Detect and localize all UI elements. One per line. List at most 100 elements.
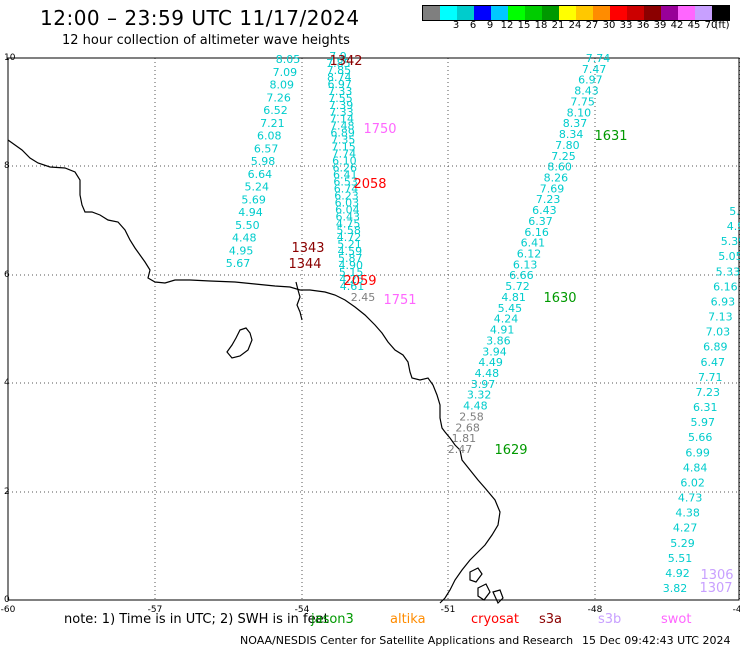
wave-height-value: 4.9 <box>727 220 740 233</box>
wave-height-value: 6.57 <box>254 142 279 155</box>
wave-height-value: 1.81 <box>452 432 477 445</box>
colorbar-label: 42 <box>670 20 684 31</box>
wave-height-value: 3.32 <box>467 389 492 402</box>
altimeter-tracks: 8.057.098.097.266.527.216.086.575.986.64… <box>226 50 740 595</box>
coastline <box>7 139 504 605</box>
wave-height-value: 4.81 <box>501 291 526 304</box>
colorbar-label: 9 <box>486 20 494 31</box>
wave-height-value: 8.05 <box>276 53 301 66</box>
wave-height-value: 6.64 <box>248 168 273 181</box>
axis-tick-labels: -60 -57 -54 -51 -48 -45 0 2 4 6 8 10 <box>1 53 740 615</box>
wave-height-value: 4.27 <box>673 522 698 535</box>
wave-height-value: 5.97 <box>690 416 715 429</box>
wave-height-value: 6.13 <box>513 258 538 271</box>
wave-height-value: 7.74 <box>586 52 611 65</box>
lat-tick-label: 6 <box>4 270 10 280</box>
wave-height-value: 6.74 <box>334 182 359 195</box>
colorbar-swatch <box>593 6 610 20</box>
wave-height-value: 7.69 <box>540 182 565 195</box>
colorbar-label: 36 <box>636 20 650 31</box>
wave-height-value: 5.69 <box>241 193 266 206</box>
wave-height-value: 4.61 <box>340 280 365 293</box>
wave-height-value: 5.72 <box>505 280 530 293</box>
colorbar-label: 33 <box>619 20 633 31</box>
wave-height-value: 6.97 <box>578 74 603 87</box>
colorbar-swatch <box>440 6 457 20</box>
wave-height-value: 5.67 <box>226 257 251 270</box>
wave-height-value: 6.26 <box>333 162 358 175</box>
wave-height-value: 8.26 <box>544 171 569 184</box>
lon-tick-label: -48 <box>588 605 603 615</box>
wave-height-value: 8.34 <box>559 128 584 141</box>
wave-height-value: 5.24 <box>245 181 270 194</box>
wave-height-value: 5.39 <box>721 235 740 248</box>
lat-tick-label: 2 <box>4 487 10 497</box>
pass-time-label: 1343 <box>291 241 324 256</box>
footer-note: note: 1) Time is in UTC; 2) SWH is in fe… <box>64 612 329 627</box>
wave-height-value: 7.25 <box>551 150 576 163</box>
wave-height-value: 4.75 <box>336 217 361 230</box>
wave-height-value: 7.03 <box>706 326 731 339</box>
legend-satellite: cryosat <box>471 612 519 627</box>
colorbar-swatch <box>525 6 542 20</box>
colorbar-swatch <box>474 6 491 20</box>
colorbar-label: 24 <box>568 20 582 31</box>
lon-tick-label: -60 <box>1 605 16 615</box>
colorbar-labels: 3 6 9 12 15 18 21 24 27 30 33 36 39 42 45 70 (ft) <box>422 20 732 34</box>
wave-height-value: 5.51 <box>668 552 693 565</box>
wave-height-value: 8.43 <box>574 85 599 98</box>
wave-height-value: 5.45 <box>498 302 523 315</box>
colorbar-label: 21 <box>551 20 565 31</box>
footer-credit: NOAA/NESDIS Center for Satellite Applica… <box>240 634 574 647</box>
wave-height-value: 7.48 <box>330 120 355 133</box>
wave-height-value: 5.58 <box>336 224 361 237</box>
wave-height-value: 4.73 <box>678 492 703 505</box>
pass-time-label: 1631 <box>594 129 627 144</box>
lat-lon-grid <box>7 57 740 601</box>
wave-height-value: 5.05 <box>718 250 740 263</box>
colorbar-label: 39 <box>653 20 667 31</box>
wave-height-value: 4.94 <box>238 206 263 219</box>
colorbar-swatch <box>678 6 695 20</box>
wave-height-value: 8.10 <box>567 106 592 119</box>
wave-height-value: 6.04 <box>335 203 360 216</box>
pass-time-label: 1630 <box>543 291 576 306</box>
legend-satellite: s3a <box>539 612 563 627</box>
pass-time-label: 2058 <box>353 177 386 192</box>
wave-height-value: 6.02 <box>680 476 705 489</box>
wave-height-value: 6.53 <box>333 175 358 188</box>
wave-height-value: 3.86 <box>486 334 511 347</box>
lat-tick-label: 8 <box>4 161 10 171</box>
wave-height-value: 6.47 <box>701 356 726 369</box>
colorbar-unit: (ft) <box>714 20 730 31</box>
colorbar-label: 6 <box>469 20 477 31</box>
wave-height-colorbar <box>422 5 730 21</box>
wave-height-value: 7.15 <box>331 141 356 154</box>
wave-height-value: 7.13 <box>708 311 733 324</box>
wave-height-value: 7.85 <box>326 57 351 70</box>
pass-time-label: 1306 <box>700 568 733 583</box>
wave-height-value: 7.80 <box>555 139 580 152</box>
colorbar-swatch <box>661 6 678 20</box>
wave-height-value: 2.45 <box>351 291 376 304</box>
wave-height-value: 5.66 <box>688 431 713 444</box>
colorbar-swatch <box>610 6 627 20</box>
lon-tick-label: -51 <box>441 605 456 615</box>
wave-height-value: 4.95 <box>229 244 254 257</box>
colorbar-swatch <box>491 6 508 20</box>
wave-height-value: 5.98 <box>251 155 276 168</box>
lon-tick-label: -45 <box>733 605 740 615</box>
colorbar-label: 18 <box>534 20 548 31</box>
colorbar-label: 27 <box>585 20 599 31</box>
wave-height-value: 7.23 <box>536 193 561 206</box>
wave-height-value: 6.99 <box>685 446 710 459</box>
lon-tick-label: -57 <box>148 605 163 615</box>
wave-height-value: 4.48 <box>463 400 488 413</box>
legend-satellite: s3b <box>598 612 622 627</box>
wave-height-value: 4.90 <box>338 259 363 272</box>
wave-height-value: 6.89 <box>703 341 728 354</box>
wave-height-value: 7.14 <box>330 113 355 126</box>
wave-height-value: 6.08 <box>257 130 282 143</box>
colorbar-swatch <box>712 6 729 20</box>
